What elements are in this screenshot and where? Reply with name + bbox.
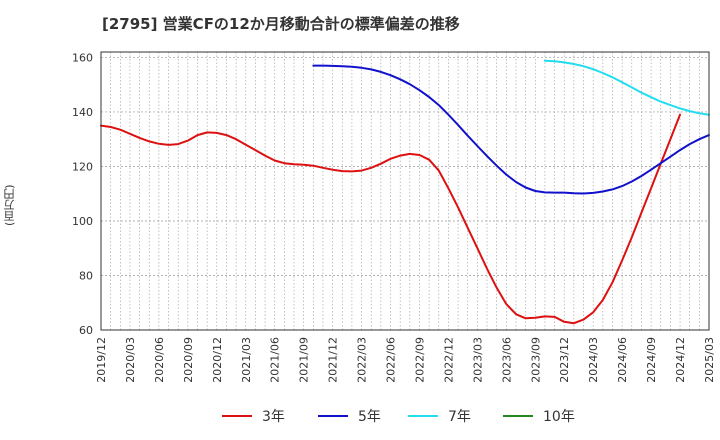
x-tick-label: 2020/03 [124,337,137,383]
x-tick-label: 2021/03 [240,337,253,383]
x-tick-label: 2024/06 [616,337,629,383]
x-tick-label: 2020/09 [182,337,195,383]
x-tick-label: 2022/03 [356,337,369,383]
y-tick-label: 100 [72,215,93,228]
x-tick-label: 2024/09 [645,337,658,383]
x-tick-label: 2023/03 [471,337,484,383]
plot-area-frame [100,51,710,331]
legend-item: 3年 [222,404,285,428]
x-tick-label: 2023/06 [500,337,513,383]
legend-item: 7年 [408,404,471,428]
legend-label: 7年 [448,409,471,425]
x-tick-label: 2021/12 [327,337,340,383]
y-axis-ticks: 60 80 100 120 140 160 [72,51,93,337]
x-tick-label: 2021/09 [298,337,311,383]
x-axis-ticks: 2019/12 2020/03 2020/06 2020/09 2020/12 2021/… [95,337,716,383]
x-tick-label: 2023/12 [558,337,571,383]
legend-label: 3年 [262,409,285,425]
x-tick-label: 2022/09 [413,337,426,383]
y-tick-label: 120 [72,160,93,173]
legend-item: 5年 [318,404,381,428]
x-tick-label: 2024/03 [587,337,600,383]
series-line-5年 [312,64,710,195]
series-lines [100,59,710,325]
y-tick-label: 160 [72,51,93,64]
x-tick-label: 2023/09 [529,337,542,383]
chart-title: [2795] 営業CFの12か月移動合計の標準偏差の推移 [102,15,460,33]
x-tick-label: 2020/06 [153,337,166,383]
legend-swatch [408,415,438,417]
y-tick-label: 60 [79,324,93,337]
series-line-3年 [100,113,681,325]
legend-swatch [503,415,533,417]
legend-swatch [222,415,252,417]
legend-label: 5年 [358,409,381,425]
y-tick-label: 80 [79,269,93,282]
legend: 3年 5年 7年 10年 [0,404,720,428]
x-tick-label: 2021/06 [269,337,282,383]
grid-lines [100,52,710,331]
x-tick-label: 2022/12 [442,337,455,383]
y-tick-label: 140 [72,106,93,119]
legend-label: 10年 [543,409,575,425]
x-tick-label: 2020/12 [211,337,224,383]
legend-swatch [318,415,348,417]
series-line-7年 [543,59,710,116]
x-tick-label: 2024/12 [674,337,687,383]
x-tick-label: 2022/06 [385,337,398,383]
x-tick-label: 2019/12 [95,337,108,383]
legend-item: 10年 [503,404,575,428]
x-tick-label: 2025/03 [703,337,716,383]
